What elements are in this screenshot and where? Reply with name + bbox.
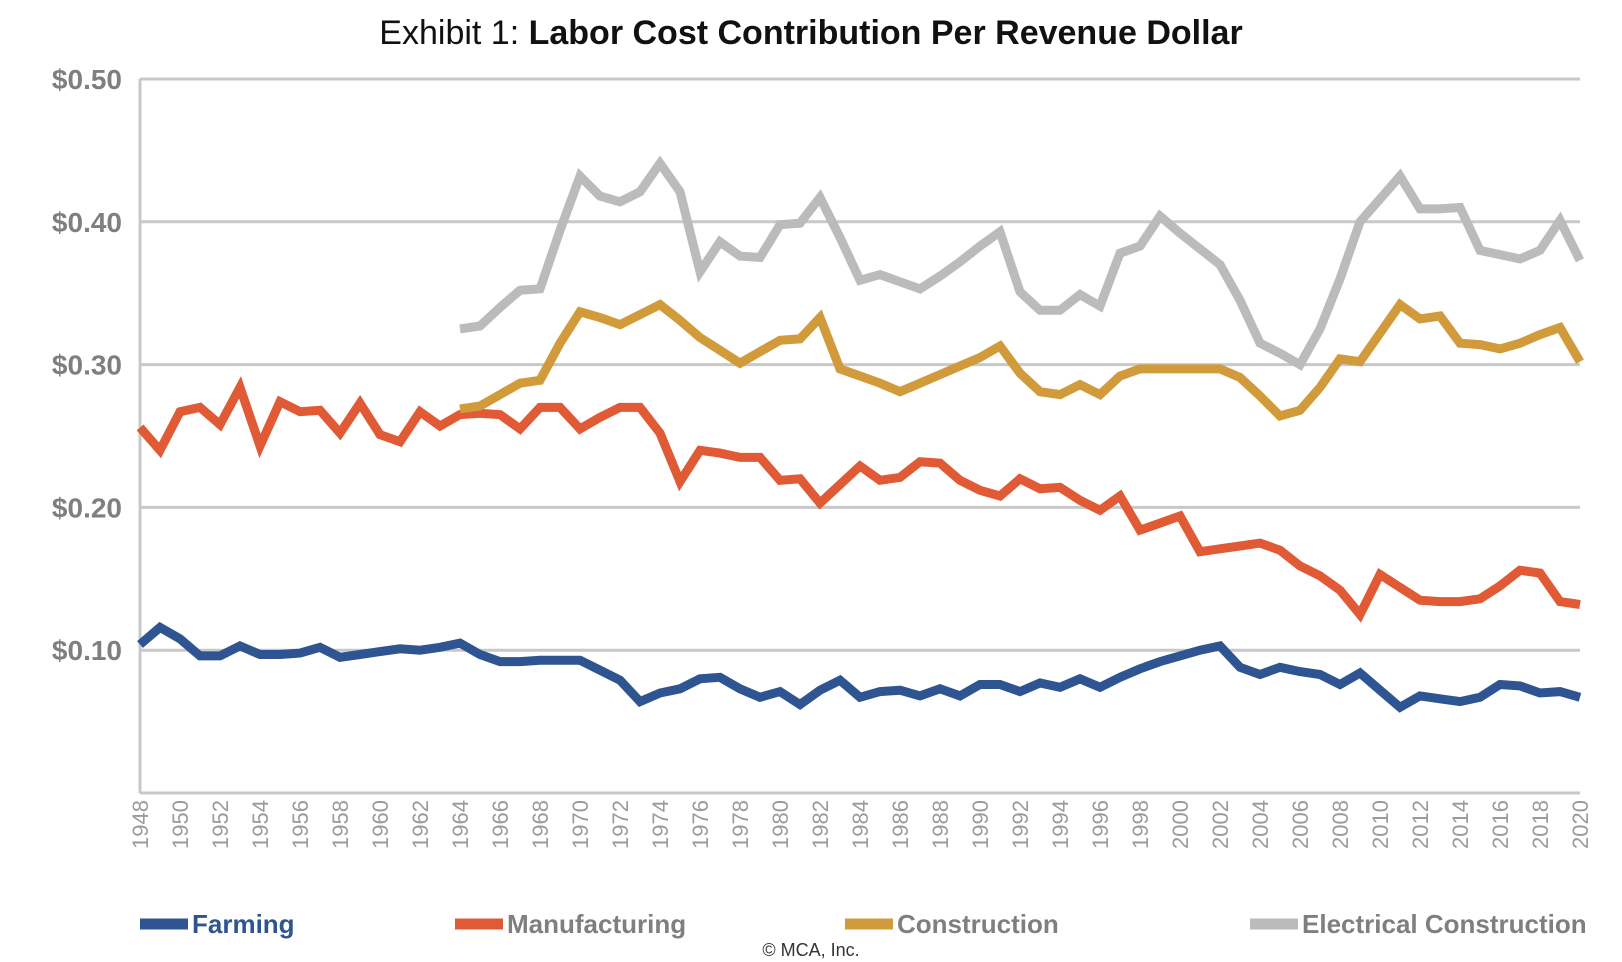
x-tick-label: 1976 <box>688 800 713 849</box>
legend-label: Manufacturing <box>507 909 686 939</box>
legend: Farming Manufacturing Construction Electric… <box>140 909 1587 939</box>
y-tick-label: $0.30 <box>52 350 122 381</box>
x-tick-label: 2020 <box>1568 800 1593 849</box>
chart-title: Exhibit 1: Labor Cost Contribution Per R… <box>0 14 1622 53</box>
legend-label: Construction <box>897 909 1059 939</box>
series-line-farming <box>137 621 1582 713</box>
x-tick-label: 2000 <box>1168 800 1193 849</box>
x-tick-label: 2006 <box>1288 800 1313 849</box>
x-tick-label: 1984 <box>848 800 873 849</box>
series-line-electrical-construction <box>459 155 1585 371</box>
x-tick-label: 1974 <box>648 800 673 849</box>
x-tick-label: 2002 <box>1208 800 1233 849</box>
x-tick-label: 1964 <box>448 800 473 849</box>
x-tick-label: 1986 <box>888 800 913 849</box>
x-axis-ticks: 1948 1950 1952 1954 1956 1958 1960 1962 1964 1966… <box>128 800 1593 849</box>
legend-label: Electrical Construction <box>1302 909 1587 939</box>
x-tick-label: 2010 <box>1368 800 1393 849</box>
x-tick-label: 1996 <box>1088 800 1113 849</box>
x-tick-label: 2014 <box>1448 800 1473 849</box>
x-tick-label: 2012 <box>1408 800 1433 849</box>
y-axis-ticks: $0.50 $0.40 $0.30 $0.20 $0.10 <box>52 64 122 666</box>
x-tick-label: 1998 <box>1128 800 1153 849</box>
x-tick-label: 1994 <box>1048 800 1073 849</box>
x-tick-label: 1992 <box>1008 800 1033 849</box>
x-tick-label: 1968 <box>528 800 553 849</box>
x-tick-label: 1952 <box>208 800 233 849</box>
x-tick-label: 1950 <box>168 800 193 849</box>
series-lines <box>136 155 1585 713</box>
x-tick-label: 1972 <box>608 800 633 849</box>
x-tick-label: 1948 <box>128 800 153 849</box>
copyright-notice: © MCA, Inc. <box>762 940 860 960</box>
x-tick-label: 2016 <box>1488 800 1513 849</box>
x-tick-label: 1978 <box>728 800 753 849</box>
x-tick-label: 1988 <box>928 800 953 849</box>
x-tick-label: 2004 <box>1248 800 1273 849</box>
x-tick-label: 1960 <box>368 800 393 849</box>
series-line-manufacturing <box>136 376 1581 623</box>
chart-title-prefix: Exhibit 1: <box>379 14 520 52</box>
chart-title-main: Labor Cost Contribution Per Revenue Doll… <box>528 14 1243 52</box>
x-tick-label: 1982 <box>808 800 833 849</box>
x-tick-label: 1970 <box>568 800 593 849</box>
x-tick-label: 2018 <box>1528 800 1553 849</box>
x-tick-label: 1990 <box>968 800 993 849</box>
x-tick-label: 1980 <box>768 800 793 849</box>
legend-label: Farming <box>192 909 295 939</box>
y-tick-label: $0.40 <box>52 207 122 238</box>
axes <box>138 79 1580 795</box>
grid-lines <box>140 77 1580 652</box>
y-tick-label: $0.50 <box>52 64 122 95</box>
x-tick-label: 1958 <box>328 800 353 849</box>
y-tick-label: $0.10 <box>52 635 122 666</box>
x-tick-label: 1956 <box>288 800 313 849</box>
series-line-construction <box>459 298 1584 422</box>
x-tick-label: 1966 <box>488 800 513 849</box>
y-tick-label: $0.20 <box>52 492 122 523</box>
x-tick-label: 1954 <box>248 800 273 849</box>
x-tick-label: 2008 <box>1328 800 1353 849</box>
x-tick-label: 1962 <box>408 800 433 849</box>
